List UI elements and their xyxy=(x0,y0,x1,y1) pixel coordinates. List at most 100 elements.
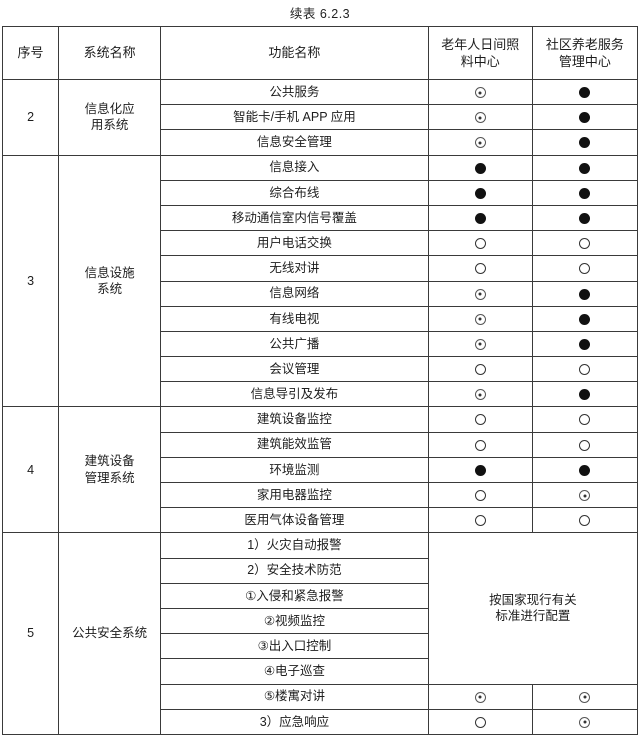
function-name-cell: 有线电视 xyxy=(160,305,429,332)
filled-circle-icon xyxy=(474,162,486,174)
function-name-cell: 用户电话交换 xyxy=(160,230,429,257)
dot-circle-icon xyxy=(579,490,591,502)
hollow-circle-icon xyxy=(474,439,486,451)
mark-community-eldercare-center-cell xyxy=(531,230,639,257)
system-name-line1: 建筑设备 xyxy=(84,454,135,469)
table-row: 家用电器监控 xyxy=(3,481,639,509)
dot-circle-icon xyxy=(474,389,486,401)
system-name-line1: 信息化应 xyxy=(84,101,135,116)
table-row: ②视频监控 xyxy=(3,607,638,635)
mark-community-eldercare-center-cell xyxy=(531,708,639,735)
dot-circle-icon xyxy=(579,691,591,703)
hollow-circle-icon xyxy=(474,238,486,250)
hollow-circle-icon xyxy=(474,263,486,275)
function-name-cell: 会议管理 xyxy=(160,356,429,383)
mark-community-eldercare-center-cell xyxy=(531,129,639,156)
table-row: 医用气体设备管理 xyxy=(3,507,639,534)
mark-community-eldercare-center-cell xyxy=(531,305,639,332)
filled-circle-icon xyxy=(579,212,591,224)
dot-circle-icon xyxy=(474,288,486,300)
mark-daycare-center-cell xyxy=(427,330,533,358)
mark-community-eldercare-center-cell xyxy=(531,381,639,408)
function-name-cell: 环境监测 xyxy=(160,456,429,484)
mark-community-eldercare-center-cell xyxy=(531,78,639,106)
function-name-cell: 移动通信室内信号覆盖 xyxy=(160,204,429,232)
group-index-cell: 5 xyxy=(1,532,60,735)
hollow-circle-icon xyxy=(579,515,591,527)
header-community-eldercare-center-line2: 管理中心 xyxy=(558,54,611,69)
header-function: 功能名称 xyxy=(160,26,429,80)
filled-circle-icon xyxy=(474,187,486,199)
function-name-cell: 3）应急响应 xyxy=(160,708,429,735)
function-name-cell: ③出入口控制 xyxy=(160,633,429,660)
filled-circle-icon xyxy=(474,464,486,476)
function-name-cell: 信息网络 xyxy=(160,280,429,307)
mark-community-eldercare-center-cell xyxy=(531,280,639,307)
system-name-line1: 信息设施 xyxy=(84,265,135,280)
mark-daycare-center-cell xyxy=(427,708,533,735)
function-name-cell: ①入侵和紧急报警 xyxy=(160,582,429,609)
mark-community-eldercare-center-cell xyxy=(531,481,639,509)
hollow-circle-icon xyxy=(579,364,591,376)
mark-daycare-center-cell xyxy=(427,280,533,307)
group-system-name-cell: 建筑设备 管理系统 xyxy=(58,406,162,534)
function-name-cell: 综合布线 xyxy=(160,179,429,206)
filled-circle-icon xyxy=(579,187,591,199)
filled-circle-icon xyxy=(579,162,591,174)
table-row: 有线电视 xyxy=(3,305,639,332)
table-row: 2）安全技术防范 xyxy=(3,557,638,584)
dot-circle-icon xyxy=(474,112,486,124)
mark-daycare-center-cell xyxy=(427,78,533,106)
filled-circle-icon xyxy=(579,464,591,476)
table-row: ③出入口控制 xyxy=(3,633,638,660)
system-name-line2: 用系统 xyxy=(90,118,129,133)
page-title: 续表 6.2.3 xyxy=(289,7,351,21)
specification-table: 序号 系统名称 功能名称 老年人日间照 料中心 社区养老服务 管理中心 2 信息化… xyxy=(1,26,639,735)
function-name-cell: 公共服务 xyxy=(160,78,429,106)
group-system-name-cell: 信息化应 用系统 xyxy=(58,79,162,156)
mark-daycare-center-cell xyxy=(427,381,533,408)
group-index-cell: 3 xyxy=(1,154,60,408)
note-line1: 按国家现行有关 xyxy=(489,592,577,607)
function-name-cell: 智能卡/手机 APP 应用 xyxy=(160,104,429,131)
mark-daycare-center-cell xyxy=(427,356,533,383)
system-name-line2: 管理系统 xyxy=(84,470,135,485)
table-row: 5 公共安全系统 1）火灾自动报警 按国家现行有关 标准进行配置 xyxy=(1,532,639,735)
function-name-cell: ④电子巡查 xyxy=(160,658,429,685)
function-name-cell: 信息接入 xyxy=(160,154,429,181)
function-name-cell: 建筑能效监管 xyxy=(160,431,429,458)
filled-circle-icon xyxy=(579,112,591,124)
mark-daycare-center-cell xyxy=(427,154,533,181)
header-community-eldercare-center-line1: 社区养老服务 xyxy=(545,36,624,52)
hollow-circle-icon xyxy=(579,414,591,426)
header-daycare-center: 老年人日间照 料中心 xyxy=(427,26,533,80)
filled-circle-icon xyxy=(579,313,591,325)
dot-circle-icon xyxy=(474,313,486,325)
hollow-circle-icon xyxy=(579,263,591,275)
mark-community-eldercare-center-cell xyxy=(531,104,639,131)
function-name-cell: 1）火灾自动报警 xyxy=(160,532,429,559)
mark-daycare-center-cell xyxy=(427,507,533,534)
filled-circle-icon xyxy=(579,288,591,300)
dot-circle-icon xyxy=(474,338,486,350)
header-row: 序号 系统名称 功能名称 老年人日间照 料中心 社区养老服务 管理中心 xyxy=(1,26,639,80)
document-page: 续表 6.2.3 序号 系统名称 功能名称 老年人日间照 料中心 社区养老服务 … xyxy=(0,0,640,697)
mark-community-eldercare-center-cell xyxy=(531,456,639,484)
filled-circle-icon xyxy=(579,338,591,350)
mark-daycare-center-cell xyxy=(427,230,533,257)
function-name-cell: 公共广播 xyxy=(160,330,429,358)
hollow-circle-icon xyxy=(579,238,591,250)
filled-circle-icon xyxy=(579,389,591,401)
function-name-cell: 2）安全技术防范 xyxy=(160,557,429,584)
table-row: 信息安全管理 xyxy=(3,129,639,156)
function-name-cell: ②视频监控 xyxy=(160,607,429,635)
group-system-name-cell: 信息设施 系统 xyxy=(58,154,162,408)
mark-community-eldercare-center-cell xyxy=(531,255,639,282)
mark-community-eldercare-center-cell xyxy=(531,431,639,458)
dot-circle-icon xyxy=(474,691,486,703)
hollow-circle-icon xyxy=(474,364,486,376)
function-name-cell: 建筑设备监控 xyxy=(160,406,429,433)
hollow-circle-icon xyxy=(474,490,486,502)
table-row: 3 信息设施 系统 信息接入 xyxy=(1,154,639,408)
note-line2: 标准进行配置 xyxy=(495,609,571,624)
